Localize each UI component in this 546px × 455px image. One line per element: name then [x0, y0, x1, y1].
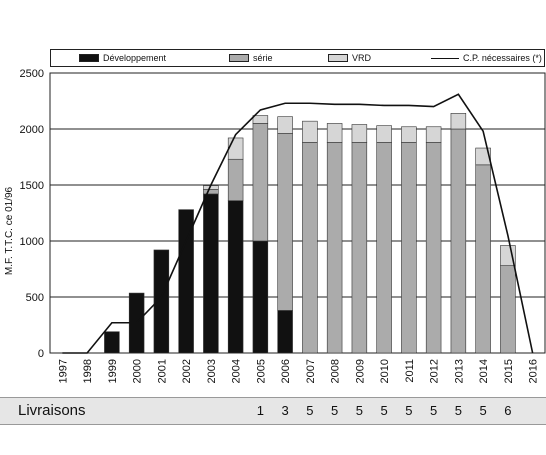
- legend-label-cp: C.P. nécessaires (*): [463, 53, 542, 63]
- legend: Développement série VRD C.P. nécessaires…: [50, 49, 545, 67]
- bar-serie: [450, 128, 467, 354]
- bar-developpement: [277, 310, 293, 354]
- bar-vrd: [376, 125, 392, 143]
- y-tick-label: 2000: [20, 124, 44, 136]
- x-tick-label: 2001: [156, 359, 168, 383]
- x-tick-label: 2013: [453, 359, 465, 383]
- bar-vrd: [277, 116, 293, 134]
- bar-vrd: [351, 124, 368, 143]
- bar-developpement: [203, 193, 219, 354]
- deliveries-label: Livraisons: [18, 402, 86, 419]
- bar-serie: [475, 164, 491, 354]
- x-tick-label: 2008: [330, 359, 342, 383]
- bar-developpement: [153, 249, 170, 354]
- bar-vrd: [475, 147, 491, 166]
- legend-line-cp: [431, 57, 459, 59]
- x-tick-label: 2007: [305, 359, 317, 383]
- chart: 0 500 1000 1500 2000 2500 M.F. T.T.C. ce 01/96…: [4, 68, 546, 383]
- bar-vrd: [450, 113, 467, 130]
- legend-swatch-developpement: [79, 54, 99, 62]
- bar-serie: [277, 133, 293, 311]
- delivery-value: 3: [281, 403, 289, 418]
- cp-line: [62, 93, 534, 354]
- x-tick-label: 2015: [503, 359, 515, 383]
- x-tick-label: 2006: [280, 359, 292, 383]
- delivery-value: 5: [306, 403, 314, 418]
- plot-area: [49, 72, 546, 354]
- legend-item-cp: C.P. nécessaires (*): [431, 51, 542, 65]
- legend-swatch-serie: [229, 54, 249, 62]
- delivery-value: 5: [454, 403, 462, 418]
- bar-vrd: [302, 120, 318, 143]
- legend-label-serie: série: [253, 53, 273, 63]
- x-tick-label: 2012: [429, 359, 441, 383]
- legend-label-developpement: Développement: [103, 53, 167, 63]
- x-tick-label: 2005: [255, 359, 267, 383]
- y-tick-label: 1000: [20, 236, 44, 248]
- deliveries-row: Livraisons 1 3 5 5 5 5 5 5 5 5 6: [0, 397, 546, 425]
- bar-developpement: [178, 209, 194, 354]
- bar-serie: [326, 142, 343, 354]
- bar-developpement: [104, 331, 120, 354]
- x-tick-label: 2016: [528, 359, 540, 383]
- bar-serie: [425, 142, 442, 354]
- x-tick-label: 1999: [107, 359, 119, 383]
- x-tick-label: 2003: [206, 359, 218, 383]
- bar-vrd: [227, 137, 244, 160]
- y-tick-label: 0: [38, 348, 44, 360]
- x-tick-label: 1998: [82, 359, 94, 383]
- bar-vrd: [401, 126, 417, 143]
- delivery-value: 1: [256, 403, 264, 418]
- y-tick-label: 500: [26, 292, 44, 304]
- bar-developpement: [252, 240, 269, 354]
- bar-serie: [351, 142, 368, 354]
- x-tick-label: 2010: [379, 359, 391, 383]
- x-tick-label: 2004: [231, 359, 243, 383]
- bar-vrd: [252, 115, 269, 124]
- bar-serie: [376, 142, 392, 354]
- legend-swatch-vrd: [328, 54, 348, 62]
- delivery-value: 5: [430, 403, 438, 418]
- delivery-value: 5: [405, 403, 413, 418]
- y-axis-label: M.F. T.T.C. ce 01/96: [4, 186, 15, 275]
- delivery-value: 5: [331, 403, 339, 418]
- x-tick-label: 2014: [478, 359, 490, 383]
- bar-serie: [227, 158, 244, 201]
- x-tick-label: 1997: [57, 359, 69, 383]
- bar-serie: [252, 123, 269, 242]
- delivery-value: 5: [479, 403, 487, 418]
- y-tick-label: 1500: [20, 180, 44, 192]
- delivery-value: 5: [355, 403, 363, 418]
- x-tick-label: 2009: [354, 359, 366, 383]
- legend-item-developpement: Développement: [79, 51, 166, 65]
- x-tick-label: 2011: [404, 359, 416, 383]
- bar-vrd: [326, 123, 343, 143]
- bar-serie: [500, 265, 516, 354]
- bar-serie: [401, 142, 417, 354]
- legend-label-vrd: VRD: [352, 53, 372, 63]
- legend-item-serie: série: [229, 51, 273, 65]
- x-tick-label: 2000: [132, 359, 144, 383]
- bar-serie: [203, 189, 219, 195]
- delivery-value: 6: [504, 403, 512, 418]
- delivery-value: 5: [380, 403, 388, 418]
- bar-vrd: [425, 126, 442, 143]
- bar-serie: [302, 142, 318, 354]
- x-tick-label: 2002: [181, 359, 193, 383]
- bar-developpement: [227, 200, 244, 354]
- y-tick-label: 2500: [20, 68, 44, 80]
- legend-item-vrd: VRD: [328, 51, 371, 65]
